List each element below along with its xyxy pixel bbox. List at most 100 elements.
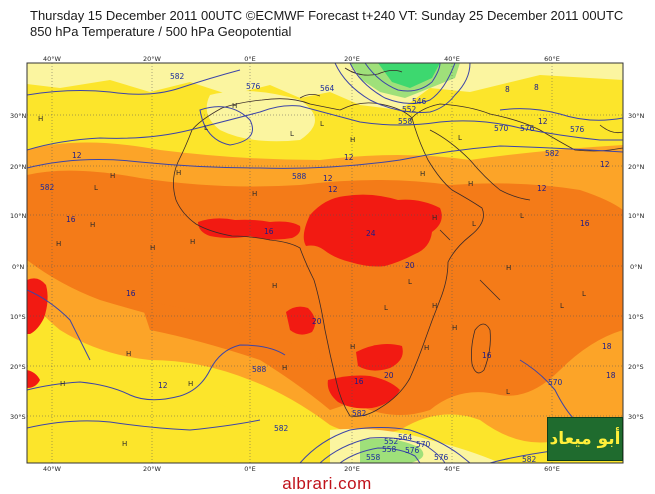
temperature-label: 16 [354,377,364,386]
high-marker: H [188,380,193,388]
contour-label: 582 [40,183,55,192]
low-marker: L [94,184,98,192]
high-marker: H [452,324,457,332]
contour-label: 582 [352,409,367,418]
high-marker: H [190,238,195,246]
low-marker: L [520,212,524,220]
temperature-label: 18 [602,342,612,351]
lat-tick: 30°S [10,413,26,421]
contour-label: 570 [416,440,431,449]
pressure-markers: H H H H H H H H H H H H H H H H H H H H … [38,102,586,448]
contour-label: 570 [548,378,563,387]
temperature-label: 12 [72,151,82,160]
lon-tick: 40°W [43,465,62,473]
lat-tick: 20°S [628,363,644,371]
lat-tick: 30°N [628,112,645,120]
high-marker: H [468,180,473,188]
contour-label: 546 [412,97,427,106]
lat-tick: 10°S [628,313,644,321]
low-marker: L [320,120,324,128]
latitude-labels-left: 30°N 20°N 10°N 0°N 10°S 20°S 30°S [10,112,27,421]
high-marker: H [420,170,425,178]
lon-tick: 60°E [544,55,560,63]
contour-label: 576 [434,453,449,462]
high-marker: H [126,350,131,358]
temperature-label: 12 [537,184,547,193]
lat-tick: 20°N [10,163,27,171]
high-marker: H [272,282,277,290]
lat-tick: 0°N [630,263,642,271]
lat-tick: 10°N [10,212,27,220]
site-watermark: albrari.com [282,474,372,493]
high-marker: H [232,102,237,110]
low-marker: L [204,124,208,132]
lat-tick: 30°N [10,112,27,120]
contour-label: 552 [402,105,417,114]
high-marker: H [350,136,355,144]
low-marker: L [472,220,476,228]
high-marker: H [110,172,115,180]
high-marker: H [432,214,437,222]
temperature-label: 18 [606,371,616,380]
temperature-band-light-yellow-2 [206,91,315,142]
lon-tick: 0°E [244,55,256,63]
temperature-label: 12 [344,153,354,162]
low-marker: L [458,134,462,142]
contour-labels: 582 576 564 558 546 552 570 576 582 582 … [40,72,585,464]
contour-label: 582 [545,149,560,158]
contour-label: 564 [398,433,413,442]
high-marker: H [252,190,257,198]
high-marker: H [150,244,155,252]
temperature-label: 16 [264,227,274,236]
high-marker: H [432,302,437,310]
lat-tick: 10°S [10,313,26,321]
temperature-label: 12 [538,117,548,126]
brand-logo: أبو ميعاد [547,417,623,461]
contour-label: 558 [366,453,381,462]
temperature-label: 8 [534,83,539,92]
temperature-label: 12 [328,185,338,194]
lat-tick: 30°S [628,413,644,421]
lon-tick: 40°W [43,55,62,63]
low-marker: L [560,302,564,310]
temperature-field [27,63,623,463]
low-marker: L [384,304,388,312]
temperature-label: 12 [600,160,610,169]
lon-tick: 0°E [244,465,256,473]
temperature-band-yellow-south [27,386,244,463]
geopotential-contours [27,63,623,463]
contour-label: 582 [274,424,289,433]
map-frame [26,62,624,464]
contour-label: 576 [246,82,261,91]
lon-tick: 40°E [444,465,460,473]
contour-label: 552 [384,437,399,446]
contour-label: 588 [252,365,267,374]
temperature-band-green [378,63,440,88]
low-marker: L [408,278,412,286]
temperature-label: 16 [126,289,136,298]
chart-title-line-2: 850 hPa Temperature / 500 hPa Geopotenti… [30,24,292,39]
temperature-labels: 12 12 12 12 12 16 16 16 16 16 18 12 20 2… [66,83,616,390]
latitude-labels-right: 30°N 20°N 10°N 0°N 10°S 20°S 30°S [628,112,645,421]
contour-label: 558 [398,117,413,126]
coastlines [173,67,623,417]
lon-tick: 20°E [344,465,360,473]
high-marker: H [90,221,95,229]
low-marker: L [582,290,586,298]
high-marker: H [282,364,287,372]
contour-label: 576 [520,124,535,133]
temperature-band-light-yellow [27,63,623,110]
temperature-label: 20 [405,261,415,270]
high-marker: H [350,343,355,351]
high-marker: H [38,115,43,123]
high-marker: H [424,344,429,352]
temperature-label: 24 [366,229,376,238]
high-marker: H [122,440,127,448]
temperature-label: 16 [580,219,590,228]
contour-label: 558 [382,445,397,454]
high-marker: H [176,169,181,177]
lat-tick: 20°N [628,163,645,171]
contour-label: 570 [494,124,509,133]
contour-label: 576 [405,446,420,455]
